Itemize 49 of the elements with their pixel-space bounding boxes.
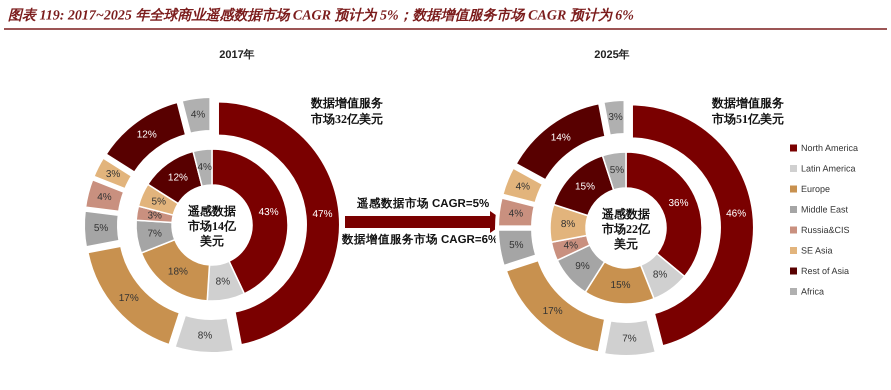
- data-label: 8%: [560, 218, 576, 230]
- text: 数据增值服务市场32亿美元: [310, 96, 383, 126]
- data-label: 8%: [216, 276, 230, 288]
- data-label: 43%: [258, 206, 279, 218]
- legend-label: SE Asia: [801, 246, 833, 256]
- data-label: 4%: [97, 192, 112, 203]
- data-label: 14%: [550, 132, 571, 144]
- data-label: 7%: [622, 333, 637, 344]
- data-label: 4%: [198, 162, 212, 173]
- data-label: 17%: [542, 306, 563, 317]
- data-label: 8%: [198, 330, 212, 342]
- text: 遥感数据市场22亿美元: [601, 207, 651, 251]
- chart-title: 2025年: [594, 48, 630, 61]
- data-label: 46%: [726, 208, 746, 220]
- chart-subtitle: 2017年: [219, 48, 255, 61]
- data-label: 9%: [575, 260, 590, 272]
- legend-label: Middle East: [801, 204, 849, 214]
- data-label: 3%: [106, 169, 120, 180]
- data-label: 17%: [118, 292, 139, 304]
- legend-label: Rest of Asia: [801, 266, 850, 276]
- data-label: 7%: [147, 228, 162, 240]
- legend-label: Russia&CIS: [801, 225, 850, 235]
- data-label: 12%: [136, 130, 157, 141]
- data-label: 4%: [516, 182, 530, 193]
- data-label: 4%: [508, 208, 524, 220]
- text: 数据增值服务市场 CAGR=6%: [340, 232, 498, 246]
- legend-label: Latin America: [801, 164, 856, 174]
- legend-label: North America: [801, 143, 858, 153]
- data-label: 47%: [312, 209, 333, 220]
- data-label: 5%: [509, 240, 524, 251]
- chart-title: 图表 119: 2017~2025 年全球商业遥感数据市场 CAGR 预计为 5%；数据增值服务市场 CAGR 预计为 6%: [8, 6, 634, 24]
- legend-label: Africa: [801, 286, 824, 296]
- data-label: 18%: [168, 266, 188, 278]
- data-label: 36%: [668, 198, 689, 209]
- data-label: 4%: [190, 109, 206, 120]
- text: 遥感数据市场14亿美元: [187, 204, 237, 248]
- data-label: 3%: [608, 112, 623, 123]
- data-label: 5%: [94, 222, 108, 234]
- data-label: 8%: [652, 269, 668, 280]
- text: 数据增值服务市场51亿美元: [711, 96, 784, 126]
- data-label: 15%: [574, 181, 596, 192]
- text: 遥感数据市场 CAGR=5%: [356, 196, 490, 210]
- data-label: 3%: [147, 210, 162, 222]
- data-label: 15%: [610, 280, 631, 292]
- data-label: 5%: [610, 165, 624, 176]
- data-label: 12%: [168, 172, 188, 184]
- legend-label: Europe: [801, 184, 830, 194]
- data-label: 4%: [564, 240, 578, 252]
- data-label: 5%: [152, 196, 166, 208]
